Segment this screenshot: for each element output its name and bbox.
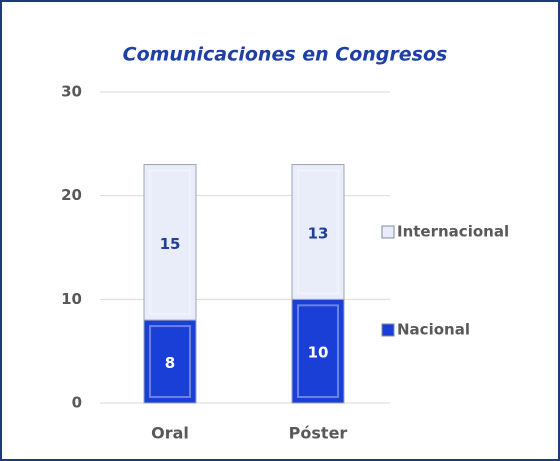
data-label: 8 bbox=[165, 354, 175, 372]
bar-segment bbox=[291, 298, 345, 404]
bar-bevel bbox=[149, 169, 191, 316]
legend-label: Internacional bbox=[397, 223, 509, 241]
bar-bevel bbox=[297, 304, 339, 399]
legend-swatch bbox=[381, 323, 395, 337]
bar-segment bbox=[143, 164, 197, 321]
y-tick-label: 20 bbox=[61, 186, 82, 204]
legend-label: Nacional bbox=[397, 321, 470, 339]
bar-bevel bbox=[297, 169, 339, 295]
data-label: 15 bbox=[160, 235, 181, 253]
data-label: 10 bbox=[308, 344, 329, 362]
y-tick-label: 30 bbox=[61, 83, 82, 101]
x-tick-label: Póster bbox=[289, 424, 348, 443]
y-tick-label: 0 bbox=[72, 394, 82, 412]
bar-bevel bbox=[149, 325, 191, 399]
legend-swatch bbox=[381, 225, 395, 239]
chart-title: Comunicaciones en Congresos bbox=[123, 44, 448, 66]
bar-segment bbox=[143, 319, 197, 404]
y-tick-label: 10 bbox=[61, 290, 82, 308]
data-label: 13 bbox=[308, 224, 329, 242]
bar-segment bbox=[291, 164, 345, 300]
x-tick-label: Oral bbox=[151, 424, 189, 443]
